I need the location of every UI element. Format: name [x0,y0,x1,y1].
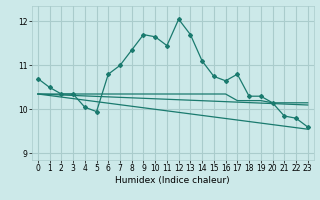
X-axis label: Humidex (Indice chaleur): Humidex (Indice chaleur) [116,176,230,185]
